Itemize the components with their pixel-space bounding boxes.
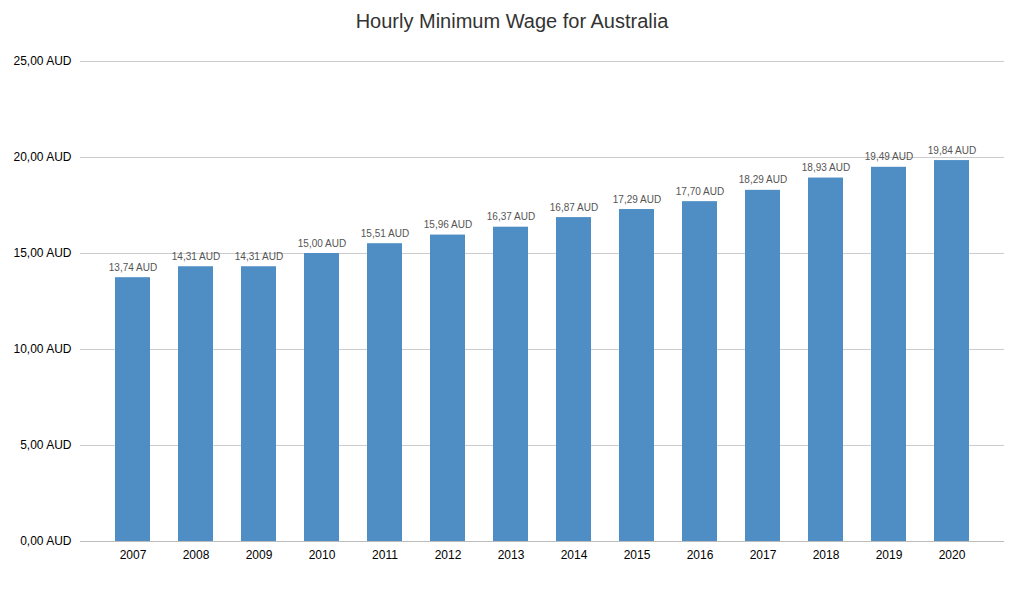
svg-text:19,84 AUD: 19,84 AUD bbox=[928, 145, 976, 156]
svg-text:2009: 2009 bbox=[246, 548, 273, 562]
svg-text:2015: 2015 bbox=[624, 548, 651, 562]
svg-text:15,51 AUD: 15,51 AUD bbox=[361, 228, 409, 239]
svg-text:2013: 2013 bbox=[498, 548, 525, 562]
svg-text:5,00 AUD: 5,00 AUD bbox=[20, 438, 72, 452]
svg-text:2010: 2010 bbox=[309, 548, 336, 562]
svg-text:2018: 2018 bbox=[813, 548, 840, 562]
svg-text:19,49 AUD: 19,49 AUD bbox=[865, 151, 913, 162]
svg-text:2014: 2014 bbox=[561, 548, 588, 562]
svg-text:2011: 2011 bbox=[372, 548, 398, 562]
svg-text:15,00 AUD: 15,00 AUD bbox=[298, 238, 346, 249]
svg-text:2019: 2019 bbox=[876, 548, 903, 562]
svg-text:17,70 AUD: 17,70 AUD bbox=[676, 186, 724, 197]
svg-text:2016: 2016 bbox=[687, 548, 714, 562]
svg-text:2017: 2017 bbox=[750, 548, 777, 562]
svg-text:20,00 AUD: 20,00 AUD bbox=[13, 150, 71, 164]
svg-text:0,00 AUD: 0,00 AUD bbox=[20, 534, 72, 548]
svg-text:25,00 AUD: 25,00 AUD bbox=[13, 54, 71, 68]
svg-text:2008: 2008 bbox=[183, 548, 210, 562]
svg-text:15,96 AUD: 15,96 AUD bbox=[424, 219, 472, 230]
svg-text:18,93 AUD: 18,93 AUD bbox=[802, 162, 850, 173]
html-text:Hourly Minimum Wage for Austra: Hourly Minimum Wage for Australia bbox=[355, 10, 669, 32]
svg-text:2020: 2020 bbox=[939, 548, 966, 562]
svg-text:18,29 AUD: 18,29 AUD bbox=[739, 174, 787, 185]
svg-text:2007: 2007 bbox=[120, 548, 147, 562]
svg-text:14,31 AUD: 14,31 AUD bbox=[235, 251, 283, 262]
svg-text:10,00 AUD: 10,00 AUD bbox=[13, 342, 71, 356]
svg-text:17,29 AUD: 17,29 AUD bbox=[613, 194, 661, 205]
svg-text:14,31 AUD: 14,31 AUD bbox=[172, 251, 220, 262]
svg-text:16,37 AUD: 16,37 AUD bbox=[487, 211, 535, 222]
svg-text:15,00 AUD: 15,00 AUD bbox=[13, 246, 71, 260]
svg-text:13,74 AUD: 13,74 AUD bbox=[109, 262, 157, 273]
svg-text:16,87 AUD: 16,87 AUD bbox=[550, 202, 598, 213]
svg-text:2012: 2012 bbox=[435, 548, 462, 562]
